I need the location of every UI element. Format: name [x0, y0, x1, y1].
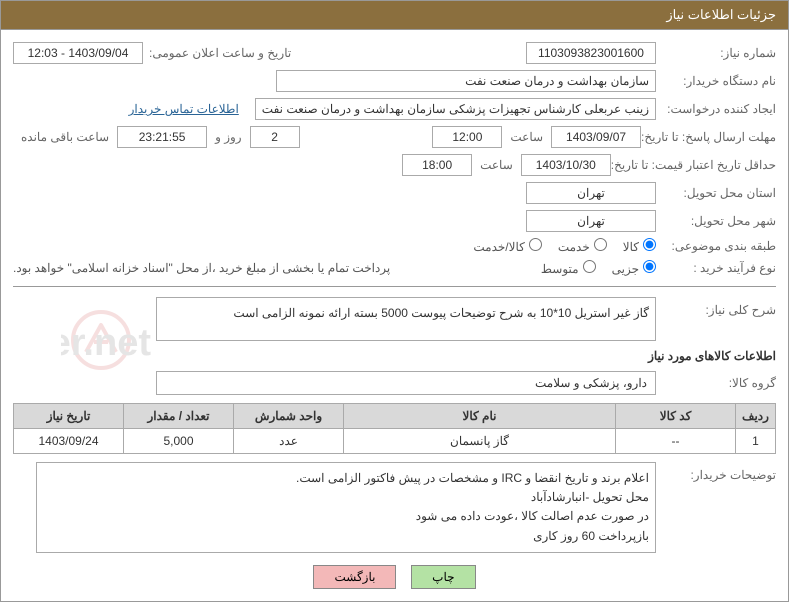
radio-cat-both[interactable] [529, 238, 542, 251]
payment-note: پرداخت تمام یا بخشی از مبلغ خرید ،از محل… [13, 261, 390, 275]
label-category: طبقه بندی موضوعی: [656, 239, 776, 253]
radio-cat-service[interactable] [594, 238, 607, 251]
field-need-no: 1103093823001600 [526, 42, 656, 64]
label-hour1: ساعت [510, 130, 543, 144]
row-buyer-org: نام دستگاه خریدار: سازمان بهداشت و درمان… [13, 70, 776, 92]
radio-cat-service-label[interactable]: خدمت [558, 238, 607, 254]
radio-pt-partial-label[interactable]: جزیی [612, 260, 656, 276]
buyer-contact-link[interactable]: اطلاعات تماس خریدار [129, 102, 239, 116]
row-need-no: شماره نیاز: 1103093823001600 تاریخ و ساع… [13, 42, 776, 64]
row-reply-deadline: مهلت ارسال پاسخ: تا تاریخ: 1403/09/07 سا… [13, 126, 776, 148]
field-reply-hour: 12:00 [432, 126, 502, 148]
cell-name: گاز پانسمان [344, 429, 616, 454]
label-time-left: ساعت باقی مانده [21, 130, 109, 144]
cell-unit: عدد [234, 429, 344, 454]
row-category: طبقه بندی موضوعی: کالا خدمت کالا/خدمت [13, 238, 776, 254]
cell-row: 1 [736, 429, 776, 454]
label-days-and: روز و [215, 130, 242, 144]
label-need-no: شماره نیاز: [656, 46, 776, 60]
label-purchase-type: نوع فرآیند خرید : [656, 261, 776, 275]
radio-pt-medium[interactable] [583, 260, 596, 273]
field-goods-group: دارو، پزشکی و سلامت [156, 371, 656, 395]
th-date: تاریخ نیاز [14, 404, 124, 429]
label-reply-deadline: مهلت ارسال پاسخ: تا تاریخ: [641, 130, 776, 144]
field-countdown: 23:21:55 [117, 126, 207, 148]
row-remarks: توضیحات خریدار: اعلام برند و تاریخ انقضا… [13, 462, 776, 553]
button-row: چاپ بازگشت [13, 565, 776, 589]
label-announce-dt: تاریخ و ساعت اعلان عمومی: [149, 46, 291, 60]
th-code: کد کالا [616, 404, 736, 429]
field-buyer-org: سازمان بهداشت و درمان صنعت نفت [276, 70, 656, 92]
cell-date: 1403/09/24 [14, 429, 124, 454]
field-pv-hour: 18:00 [402, 154, 472, 176]
row-requester: ایجاد کننده درخواست: زینب عربعلی کارشناس… [13, 98, 776, 120]
row-purchase-type: نوع فرآیند خرید : جزیی متوسط پرداخت تمام… [13, 260, 776, 276]
field-days-left: 2 [250, 126, 300, 148]
cell-qty: 5,000 [124, 429, 234, 454]
label-price-validity: حداقل تاریخ اعتبار قیمت: تا تاریخ: [611, 158, 776, 172]
back-button[interactable]: بازگشت [313, 565, 396, 589]
field-reply-date: 1403/09/07 [551, 126, 641, 148]
label-remarks: توضیحات خریدار: [656, 462, 776, 482]
label-goods-group: گروه کالا: [656, 376, 776, 390]
radio-pt-medium-label[interactable]: متوسط [541, 260, 596, 276]
row-province: استان محل تحویل: تهران [13, 182, 776, 204]
label-hour2: ساعت [480, 158, 513, 172]
field-pv-date: 1403/10/30 [521, 154, 611, 176]
table-header-row: ردیف کد کالا نام کالا واحد شمارش تعداد /… [14, 404, 776, 429]
field-remarks: اعلام برند و تاریخ انقضا و IRC و مشخصات … [36, 462, 656, 553]
separator [13, 286, 776, 287]
main-panel: AriaTender.net شماره نیاز: 1103093823001… [0, 30, 789, 602]
label-requester: ایجاد کننده درخواست: [656, 102, 776, 116]
radio-cat-goods-label[interactable]: کالا [623, 238, 656, 254]
row-city: شهر محل تحویل: تهران [13, 210, 776, 232]
field-province: تهران [526, 182, 656, 204]
th-row: ردیف [736, 404, 776, 429]
print-button[interactable]: چاپ [411, 565, 475, 589]
page-title: جزئیات اطلاعات نیاز [666, 7, 776, 22]
row-price-validity: حداقل تاریخ اعتبار قیمت: تا تاریخ: 1403/… [13, 154, 776, 176]
goods-info-title: اطلاعات کالاهای مورد نیاز [13, 349, 776, 363]
row-need-desc: شرح کلی نیاز: گاز غیر استریل 10*10 به شر… [13, 297, 776, 341]
radio-cat-both-label[interactable]: کالا/خدمت [473, 238, 541, 254]
page-header: جزئیات اطلاعات نیاز [0, 0, 789, 30]
th-qty: تعداد / مقدار [124, 404, 234, 429]
radio-cat-goods[interactable] [643, 238, 656, 251]
table-row: 1 -- گاز پانسمان عدد 5,000 1403/09/24 [14, 429, 776, 454]
field-need-desc: گاز غیر استریل 10*10 به شرح توضیحات پیوس… [156, 297, 656, 341]
row-goods-group: گروه کالا: دارو، پزشکی و سلامت [13, 371, 776, 395]
label-buyer-org: نام دستگاه خریدار: [656, 74, 776, 88]
radio-pt-partial[interactable] [643, 260, 656, 273]
th-name: نام کالا [344, 404, 616, 429]
th-unit: واحد شمارش [234, 404, 344, 429]
field-requester: زینب عربعلی کارشناس تجهیزات پزشکی سازمان… [255, 98, 656, 120]
label-need-desc: شرح کلی نیاز: [656, 297, 776, 317]
field-city: تهران [526, 210, 656, 232]
goods-table: ردیف کد کالا نام کالا واحد شمارش تعداد /… [13, 403, 776, 454]
label-city: شهر محل تحویل: [656, 214, 776, 228]
field-announce-dt: 1403/09/04 - 12:03 [13, 42, 143, 64]
label-province: استان محل تحویل: [656, 186, 776, 200]
cell-code: -- [616, 429, 736, 454]
